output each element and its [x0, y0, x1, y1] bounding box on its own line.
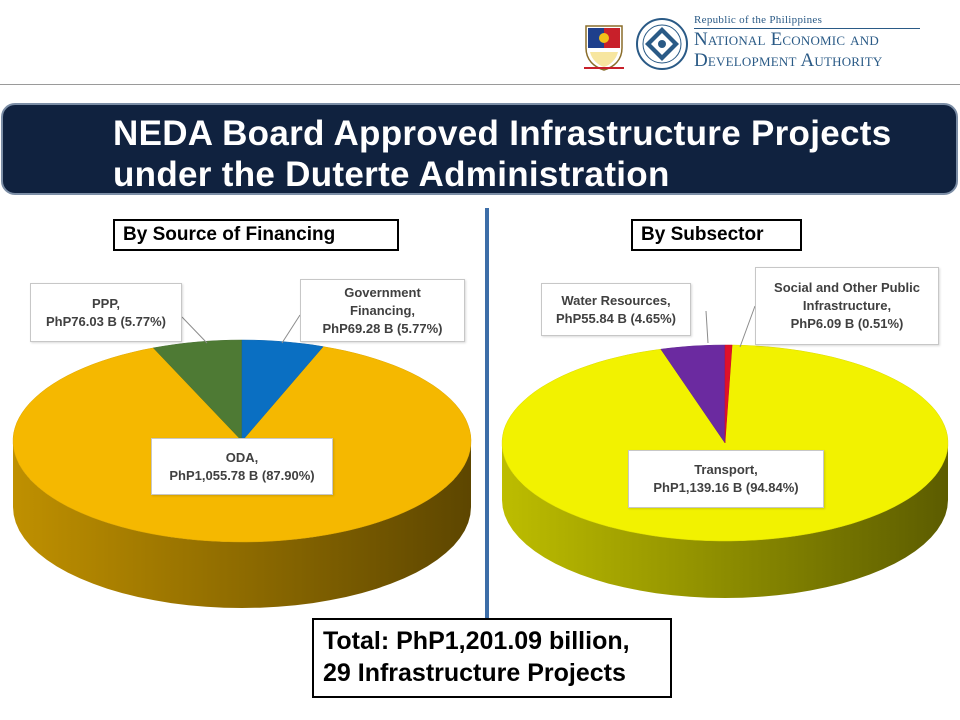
- total-summary: Total: PhP1,201.09 billion, 29 Infrastru…: [312, 618, 672, 698]
- slide-title: NEDA Board Approved Infrastructure Proje…: [113, 113, 892, 195]
- header-divider: [0, 84, 960, 85]
- callout-ppp: PPP, PhP76.03 B (5.77%): [30, 283, 182, 342]
- pie-slice-water-resources: [660, 344, 726, 444]
- chart-title-subsector: By Subsector: [631, 219, 802, 251]
- callout-water-line-1: Water Resources,: [561, 292, 671, 308]
- leader-line: [705, 310, 709, 344]
- total-line-1: Total: PhP1,201.09 billion,: [323, 627, 630, 655]
- callout-ppp-line-2: PhP76.03 B (5.77%): [46, 313, 166, 329]
- pie-side-transport: [502, 443, 948, 598]
- agency-line-1: National Economic and: [694, 29, 879, 50]
- leader-line: [739, 305, 756, 348]
- callout-water-resources: Water Resources, PhP55.84 B (4.65%): [541, 283, 691, 336]
- agency-line-2: Development Authority: [694, 50, 883, 71]
- slide-title-line-1: NEDA Board Approved Infrastructure Proje…: [113, 114, 892, 153]
- center-divider: [485, 208, 489, 628]
- callout-government-financing: Government Financing, PhP69.28 B (5.77%): [300, 279, 465, 342]
- leader-line: [181, 316, 208, 344]
- slide-title-line-2: under the Duterte Administration: [113, 155, 670, 194]
- pie-slice-ppp: [152, 339, 243, 442]
- callout-oda-line-1: ODA,: [225, 449, 259, 465]
- callout-transport: Transport, PhP1,139.16 B (94.84%): [628, 450, 824, 508]
- callout-oda: ODA, PhP1,055.78 B (87.90%): [151, 438, 333, 495]
- agency-republic-label: Republic of the Philippines: [694, 14, 920, 29]
- callout-social-line-1: Social and Other Public: [774, 280, 920, 295]
- callout-ppp-line-1: PPP,: [92, 295, 120, 311]
- leader-line: [281, 314, 301, 344]
- philippine-seal-icon: [584, 25, 624, 71]
- callout-social-line-3: PhP6.09 B (0.51%): [790, 316, 904, 331]
- callout-social-infrastructure: Social and Other Public Infrastructure, …: [755, 267, 939, 345]
- callout-transport-line-2: PhP1,139.16 B (94.84%): [653, 480, 799, 495]
- slide-header: Republic of the Philippines National Eco…: [0, 0, 960, 86]
- callout-gov-line-1: Government: [344, 284, 421, 300]
- pie-slice-social-and-other-public-infrastructure: [724, 344, 733, 444]
- callout-water-line-2: PhP55.84 B (4.65%): [556, 310, 676, 326]
- title-banner: NEDA Board Approved Infrastructure Proje…: [1, 103, 958, 195]
- callout-gov-line-3: PhP69.28 B (5.77%): [322, 320, 443, 336]
- chart-title-financing: By Source of Financing: [113, 219, 399, 251]
- total-line-2: 29 Infrastructure Projects: [323, 659, 626, 687]
- pie-side-oda: [13, 441, 471, 608]
- callout-oda-line-2: PhP1,055.78 B (87.90%): [169, 467, 315, 483]
- agency-name: Republic of the Philippines National Eco…: [694, 14, 920, 71]
- neda-seal-icon: [636, 18, 688, 70]
- callout-transport-line-1: Transport,: [694, 462, 758, 477]
- callout-gov-line-2: Financing,: [350, 302, 415, 318]
- callout-social-line-2: Infrastructure,: [802, 298, 892, 313]
